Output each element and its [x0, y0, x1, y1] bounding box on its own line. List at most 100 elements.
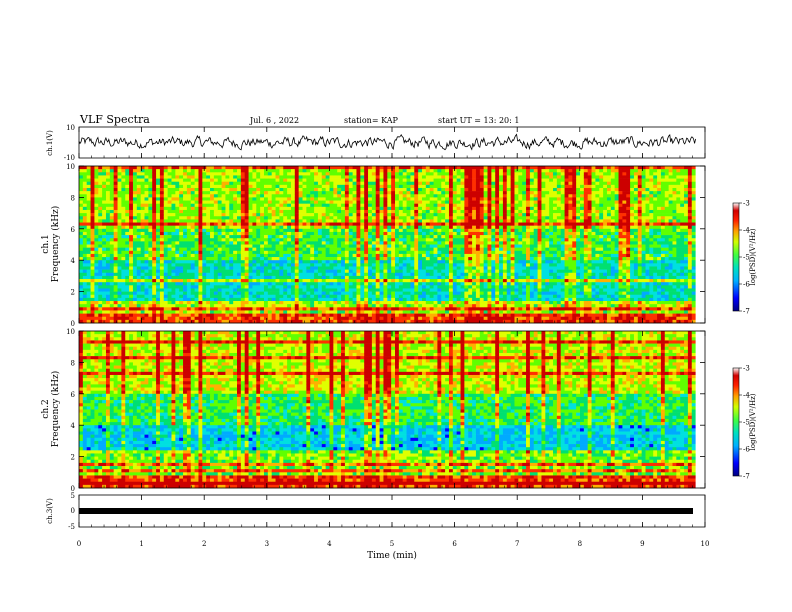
ch1-spec-cell	[260, 251, 264, 254]
ch1-spec-cell	[287, 248, 291, 251]
ch1-spec-cell	[148, 301, 152, 304]
ch1-spec-cell	[175, 295, 179, 298]
ch1-spec-cell	[287, 197, 291, 200]
ch1-spec-cell	[326, 260, 330, 263]
ch1-spec-cell	[145, 270, 149, 273]
ch1-spec-cell	[287, 166, 291, 169]
ch1-spec-cell	[410, 298, 414, 301]
ch1-spec-cell	[268, 301, 272, 304]
ch1-spec-cell	[125, 254, 129, 257]
ch1-spec-cell	[98, 245, 102, 248]
ch1-spec-cell	[399, 169, 403, 172]
ch1-spec-cell	[395, 201, 399, 204]
ch1-spec-cell	[175, 304, 179, 307]
ch1-spec-cell	[218, 191, 222, 194]
ch1-spec-cell	[183, 257, 187, 260]
ch1-spec-cell	[310, 191, 314, 194]
ch1-spec-cell	[314, 204, 318, 207]
ch1-spec-cell	[418, 216, 422, 219]
ch1-spec-cell	[372, 201, 376, 204]
ch1-spec-cell	[430, 216, 434, 219]
ch1-spec-cell	[418, 317, 422, 320]
ch1-spec-cell	[387, 276, 391, 279]
ch1-spec-cell	[218, 207, 222, 210]
ch1-spec-cell	[372, 213, 376, 216]
ch1-spec-cell	[133, 295, 137, 298]
ch1-spec-cell	[210, 223, 214, 226]
ch1-spec-cell	[260, 238, 264, 241]
ch1-spec-cell	[148, 241, 152, 244]
ch1-spec-cell	[276, 317, 280, 320]
ch1-spec-cell	[276, 263, 280, 266]
ch1-spec-cell	[83, 295, 87, 298]
ch1-spec-cell	[349, 248, 353, 251]
ch1-spec-cell	[345, 260, 349, 263]
ch1-spec-cell	[364, 166, 368, 169]
ch1-spec-cell	[349, 301, 353, 304]
ch1-spec-cell	[106, 201, 110, 204]
ch1-spec-cell	[252, 307, 256, 310]
ch1-spec-cell	[449, 273, 453, 276]
ch1-spec-cell	[171, 304, 175, 307]
ch1-spec-cell	[171, 235, 175, 238]
ch1-spec-cell	[303, 194, 307, 197]
ch1-spec-cell	[214, 226, 218, 229]
ch1-spec-cell	[264, 292, 268, 295]
ch1-spec-cell	[198, 245, 202, 248]
ch1-spec-cell	[356, 210, 360, 213]
ch1-spec-cell	[368, 317, 372, 320]
ch1-spec-cell	[160, 238, 164, 241]
ch1-spec-cell	[437, 270, 441, 273]
ch1-spec-cell	[441, 175, 445, 178]
ch1-spec-cell	[179, 213, 183, 216]
ch1-spec-cell	[133, 197, 137, 200]
ch1-spec-cell	[121, 226, 125, 229]
ch1-spec-cell	[299, 232, 303, 235]
ch1-spec-cell	[276, 226, 280, 229]
ch1-spec-cell	[279, 273, 283, 276]
ch1-spec-cell	[330, 204, 334, 207]
ch1-spec-cell	[372, 229, 376, 232]
ch1-spec-cell	[249, 238, 253, 241]
ch1-spec-cell	[283, 298, 287, 301]
ch1-spec-cell	[179, 235, 183, 238]
ch1-spec-cell	[148, 304, 152, 307]
ch1-spec-cell	[148, 188, 152, 191]
ch1-spec-cell	[306, 194, 310, 197]
ch1-spec-cell	[102, 301, 106, 304]
ch1-spec-cell	[279, 263, 283, 266]
ch1-spec-cell	[399, 166, 403, 169]
ch1-spec-cell	[310, 219, 314, 222]
ch1-spec-cell	[202, 179, 206, 182]
ch1-spec-cell	[353, 245, 357, 248]
ch1-spec-cell	[183, 232, 187, 235]
ch1-spec-cell	[349, 260, 353, 263]
ch1-spec-cell	[156, 182, 160, 185]
ch1-spec-cell	[152, 235, 156, 238]
ch1-spec-cell	[414, 226, 418, 229]
ch1-spec-cell	[225, 304, 229, 307]
ch1-spec-cell	[445, 307, 449, 310]
ch1-spec-cell	[91, 197, 95, 200]
ch1-spec-cell	[137, 273, 141, 276]
ch1-spec-cell	[110, 185, 114, 188]
ch1-spec-cell	[291, 238, 295, 241]
ch1-spec-cell	[249, 216, 253, 219]
ch1-spec-cell	[453, 207, 457, 210]
ch1-spec-cell	[91, 201, 95, 204]
ch1-spec-cell	[387, 282, 391, 285]
ch1-spec-cell	[148, 251, 152, 254]
ch1-spec-cell	[410, 263, 414, 266]
ch1-spec-cell	[399, 257, 403, 260]
ch1-spec-cell	[407, 314, 411, 317]
ch1-spec-cell	[233, 276, 237, 279]
ch1-spec-cell	[322, 301, 326, 304]
ch1-spec-cell	[183, 310, 187, 313]
ch1-spec-cell	[422, 185, 426, 188]
ch1-spec-cell	[210, 182, 214, 185]
ch1-spec-cell	[291, 295, 295, 298]
ch1-spec-cell	[102, 314, 106, 317]
ch1-spec-cell	[137, 219, 141, 222]
ch1-spec-cell	[94, 266, 98, 269]
ch1-spec-cell	[129, 226, 133, 229]
